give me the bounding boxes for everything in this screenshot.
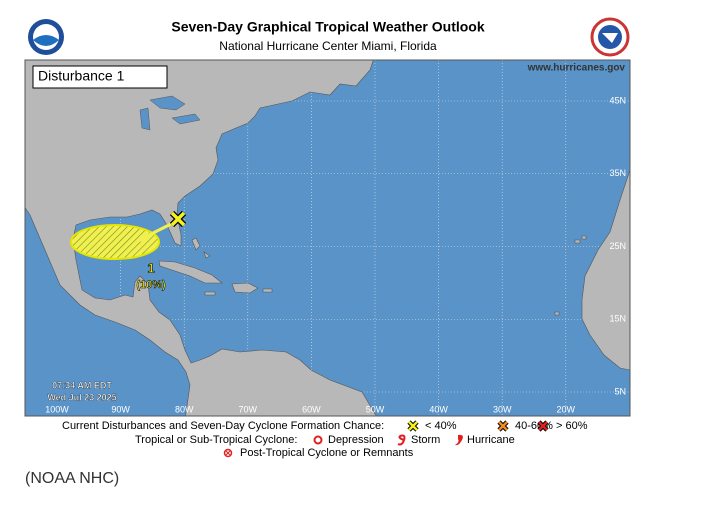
lon-label: 20W xyxy=(557,404,576,414)
disturbance-area xyxy=(70,224,160,260)
legend-depression: Depression xyxy=(328,434,384,446)
africa xyxy=(581,169,630,371)
disturbance-chance: (10%) xyxy=(136,279,166,291)
legend-post-tropical: Post-Tropical Cyclone or Remnants xyxy=(240,447,414,459)
nws-logo xyxy=(590,17,630,57)
lat-label: 35N xyxy=(609,168,626,178)
lon-label: 30W xyxy=(493,404,512,414)
lon-label: 90W xyxy=(111,404,130,414)
legend-high: > 60% xyxy=(556,420,588,432)
disturbance-marker xyxy=(169,210,187,228)
map-frame xyxy=(24,59,631,417)
legend-storm: Storm xyxy=(411,434,440,446)
lat-label: 5N xyxy=(614,386,626,396)
legend-depression-icon xyxy=(313,435,323,445)
bahamas xyxy=(191,237,211,259)
jamaica xyxy=(204,291,216,296)
track-arrowhead xyxy=(136,232,148,242)
timestamp-time: 07:34 AM EDT xyxy=(52,380,112,390)
legend-hurricane-icon xyxy=(455,434,463,446)
islands xyxy=(554,235,587,316)
cuba xyxy=(158,260,223,284)
lat-label: 45N xyxy=(609,95,626,105)
panel-label-box xyxy=(32,65,168,89)
lon-label: 60W xyxy=(302,404,321,414)
legend-post-tropical-icon xyxy=(223,448,233,458)
lon-label: 50W xyxy=(366,404,385,414)
lat-label: 15N xyxy=(609,314,626,324)
timestamp-date: Wed Jul 23 2025 xyxy=(47,392,116,402)
legend-row1-title: Current Disturbances and Seven-Day Cyclo… xyxy=(62,420,384,432)
map xyxy=(25,60,630,416)
website: www.hurricanes.gov xyxy=(527,63,626,74)
legend-low: < 40% xyxy=(425,420,457,432)
title: Seven-Day Graphical Tropical Weather Out… xyxy=(171,19,484,35)
puerto-rico xyxy=(262,288,273,293)
subtitle: National Hurricane Center Miami, Florida xyxy=(219,39,437,53)
legend-medium: 40-60% xyxy=(515,420,553,432)
hispaniola xyxy=(231,282,259,294)
noaa-logo xyxy=(28,19,64,55)
legend-row2-title: Tropical or Sub-Tropical Cyclone: xyxy=(135,434,297,446)
panel-label: Disturbance 1 xyxy=(38,68,125,84)
legend-hurricane: Hurricane xyxy=(467,434,515,446)
lon-label: 80W xyxy=(175,404,194,414)
track-arrow xyxy=(142,220,176,240)
lon-label: 100W xyxy=(45,404,69,414)
lon-label: 40W xyxy=(429,404,448,414)
legend-storm-icon xyxy=(397,434,406,446)
disturbance-number: 1 xyxy=(147,260,154,275)
lat-label: 25N xyxy=(609,241,626,251)
lon-label: 70W xyxy=(239,404,258,414)
caption: (NOAA NHC) xyxy=(25,470,119,487)
